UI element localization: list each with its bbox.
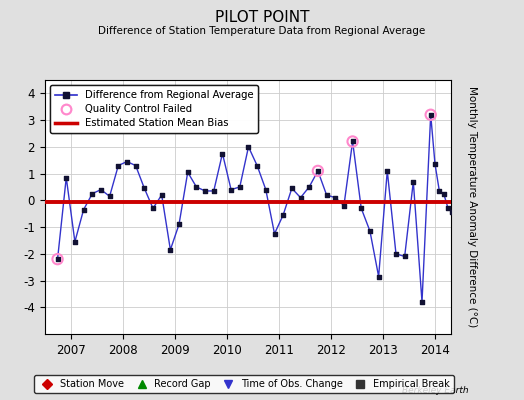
Point xyxy=(444,205,452,212)
Point xyxy=(288,185,296,192)
Point xyxy=(53,256,62,262)
Point xyxy=(253,162,261,169)
Point xyxy=(383,168,391,174)
Point xyxy=(348,138,357,145)
Point xyxy=(314,168,322,174)
Point xyxy=(158,192,166,198)
Point xyxy=(132,162,140,169)
Point xyxy=(279,212,287,218)
Point xyxy=(183,169,192,176)
Y-axis label: Monthly Temperature Anomaly Difference (°C): Monthly Temperature Anomaly Difference (… xyxy=(467,86,477,328)
Point xyxy=(140,185,148,192)
Point xyxy=(71,238,79,245)
Point xyxy=(53,256,62,262)
Point xyxy=(331,194,340,201)
Point xyxy=(261,186,270,193)
Text: Berkeley Earth: Berkeley Earth xyxy=(402,386,469,395)
Point xyxy=(227,186,235,193)
Legend: Difference from Regional Average, Quality Control Failed, Estimated Station Mean: Difference from Regional Average, Qualit… xyxy=(50,85,258,133)
Point xyxy=(322,192,331,198)
Point xyxy=(440,190,448,197)
Point xyxy=(97,186,105,193)
Point xyxy=(236,184,244,190)
Point xyxy=(409,178,418,185)
Point xyxy=(427,112,435,118)
Point xyxy=(375,273,383,280)
Point xyxy=(201,188,209,194)
Point xyxy=(88,190,96,197)
Point xyxy=(435,188,443,194)
Point xyxy=(123,158,131,165)
Point xyxy=(418,299,426,305)
Point xyxy=(400,253,409,260)
Point xyxy=(427,112,435,118)
Point xyxy=(210,188,218,194)
Point xyxy=(366,228,374,234)
Point xyxy=(348,138,357,145)
Point xyxy=(244,144,253,150)
Point xyxy=(305,184,313,190)
Point xyxy=(431,161,439,168)
Point xyxy=(297,194,305,201)
Point xyxy=(270,230,279,237)
Point xyxy=(166,246,174,253)
Point xyxy=(175,221,183,228)
Point xyxy=(192,184,201,190)
Point xyxy=(448,209,456,216)
Point xyxy=(80,206,88,213)
Point xyxy=(149,205,157,212)
Text: PILOT POINT: PILOT POINT xyxy=(215,10,309,25)
Point xyxy=(219,150,227,157)
Point xyxy=(357,205,365,212)
Point xyxy=(340,202,348,209)
Point xyxy=(314,168,322,174)
Point xyxy=(105,193,114,200)
Point xyxy=(114,162,123,169)
Text: Difference of Station Temperature Data from Regional Average: Difference of Station Temperature Data f… xyxy=(99,26,425,36)
Point xyxy=(392,250,400,257)
Point xyxy=(62,174,70,181)
Legend: Station Move, Record Gap, Time of Obs. Change, Empirical Break: Station Move, Record Gap, Time of Obs. C… xyxy=(34,375,454,393)
